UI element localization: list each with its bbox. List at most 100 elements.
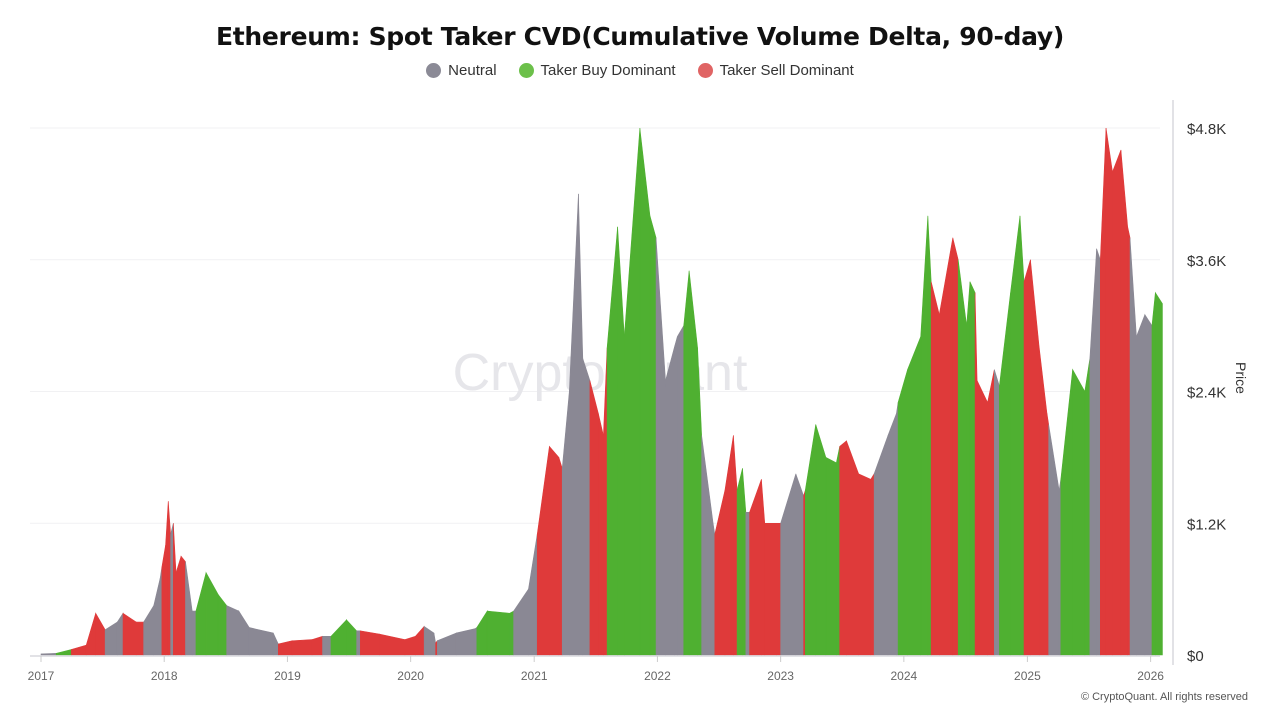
- area-segment-neutral: [356, 630, 361, 656]
- x-tick-label: 2024: [890, 669, 917, 683]
- area-segment-buy: [639, 127, 651, 656]
- area-segment-neutral: [423, 625, 435, 656]
- area-segment-sell: [278, 640, 293, 656]
- area-segment-neutral: [170, 523, 174, 656]
- legend: Neutral Taker Buy Dominant Taker Sell Do…: [0, 62, 1280, 79]
- area-segment-sell: [976, 380, 988, 656]
- area-segment-sell: [839, 440, 847, 656]
- area-segment-neutral: [153, 578, 161, 656]
- area-segment-sell: [1038, 347, 1048, 656]
- area-segment-neutral: [887, 413, 897, 656]
- area-segment-sell: [173, 523, 177, 656]
- area-segment-sell: [291, 639, 313, 656]
- area-segment-sell: [1100, 127, 1107, 656]
- area-segment-neutral: [528, 534, 538, 656]
- area-segment-buy: [205, 571, 219, 656]
- area-segment-neutral: [994, 369, 1000, 656]
- legend-label: Neutral: [448, 62, 497, 79]
- area-segment-neutral: [677, 324, 685, 656]
- area-segment-sell: [379, 633, 406, 656]
- area-segment-sell: [311, 635, 323, 656]
- area-segment-neutral: [191, 610, 197, 656]
- area-segment-neutral: [1089, 248, 1097, 656]
- area-segment-sell: [161, 545, 166, 656]
- area-segment-sell: [870, 472, 875, 656]
- chart-title: Ethereum: Spot Taker CVD(Cumulative Volu…: [215, 22, 1065, 51]
- area-segment-buy: [649, 215, 657, 656]
- x-tick-label: 2025: [1014, 669, 1041, 683]
- area-segment-sell: [938, 237, 954, 656]
- area-segment-sell: [1127, 226, 1131, 656]
- area-segment-sell: [761, 479, 766, 656]
- area-segment-buy: [486, 610, 510, 656]
- y-tick-label: $1.2K: [1187, 516, 1226, 533]
- y-tick-label: $0: [1187, 648, 1204, 665]
- area-segment-buy: [1010, 215, 1021, 656]
- area-segment-sell: [858, 473, 872, 656]
- area-segment-sell: [589, 380, 599, 656]
- area-segment-sell: [1120, 149, 1128, 656]
- area-segment-neutral: [40, 653, 57, 656]
- watermark: CryptoQuant: [453, 344, 748, 402]
- area-segment-neutral: [104, 621, 118, 656]
- area-segment-neutral: [665, 347, 675, 656]
- area-segment-buy: [736, 468, 743, 656]
- legend-item-taker-buy[interactable]: Taker Buy Dominant: [518, 62, 676, 79]
- area-segment-buy: [969, 281, 976, 656]
- legend-item-taker-sell[interactable]: Taker Sell Dominant: [697, 62, 854, 79]
- area-segment-sell: [749, 479, 762, 656]
- area-segment-neutral: [780, 473, 797, 656]
- x-tick-label: 2017: [28, 669, 55, 683]
- area-segment-buy: [825, 456, 837, 656]
- x-tick-label: 2020: [397, 669, 424, 683]
- area-segment-buy: [55, 649, 72, 656]
- area-segment-buy: [346, 619, 357, 656]
- area-segment-neutral: [272, 632, 279, 656]
- area-segment-sell: [404, 635, 416, 656]
- neutral-dot-icon: [426, 63, 442, 78]
- area-segment-neutral: [569, 193, 579, 656]
- area-segment-buy: [897, 369, 908, 656]
- area-segment-neutral: [1129, 237, 1137, 656]
- area-segment-sell: [135, 621, 144, 656]
- area-segment-sell: [1023, 259, 1031, 656]
- area-segment-neutral: [143, 604, 155, 656]
- area-segment-neutral: [582, 358, 591, 656]
- x-tick-label: 2023: [767, 669, 794, 683]
- area-segment-neutral: [745, 511, 750, 656]
- area-segment-neutral: [561, 391, 570, 656]
- area-segment-neutral: [226, 605, 240, 656]
- area-segment-neutral: [116, 612, 124, 656]
- area-segment-buy: [1019, 215, 1025, 656]
- legend-item-neutral[interactable]: Neutral: [426, 62, 497, 79]
- area-segment-neutral: [701, 435, 714, 656]
- area-segment-buy: [927, 215, 932, 656]
- area-segment-buy: [999, 292, 1011, 656]
- area-segment-sell: [974, 292, 978, 656]
- area-segment-buy: [836, 446, 841, 656]
- area-segment-neutral: [1144, 313, 1153, 656]
- area-segment-buy: [1151, 292, 1156, 656]
- area-segment-buy: [688, 270, 698, 656]
- y-tick-label: $2.4K: [1187, 385, 1226, 402]
- area-segment-neutral: [1136, 314, 1146, 656]
- area-segment-buy: [476, 610, 488, 656]
- x-tick-label: 2019: [274, 669, 301, 683]
- area-segment-neutral: [513, 588, 529, 656]
- area-segment-neutral: [673, 336, 678, 656]
- area-segment-sell: [167, 501, 171, 656]
- area-segment-buy: [907, 336, 922, 656]
- area-segment-neutral: [1096, 248, 1101, 656]
- area-segment-neutral: [795, 473, 804, 656]
- area-segment-neutral: [873, 435, 889, 656]
- area-segment-sell: [598, 413, 604, 656]
- area-segment-buy: [966, 281, 971, 656]
- sell-dot-icon: [697, 63, 713, 78]
- x-tick-label: 2018: [151, 669, 178, 683]
- area-segment-sell: [764, 522, 777, 656]
- copyright-footer: © CryptoQuant. All rights reserved: [1080, 691, 1248, 703]
- area-segment-neutral: [322, 636, 332, 656]
- y-tick-label: $4.8K: [1187, 121, 1226, 138]
- area-segment-sell: [1112, 149, 1122, 656]
